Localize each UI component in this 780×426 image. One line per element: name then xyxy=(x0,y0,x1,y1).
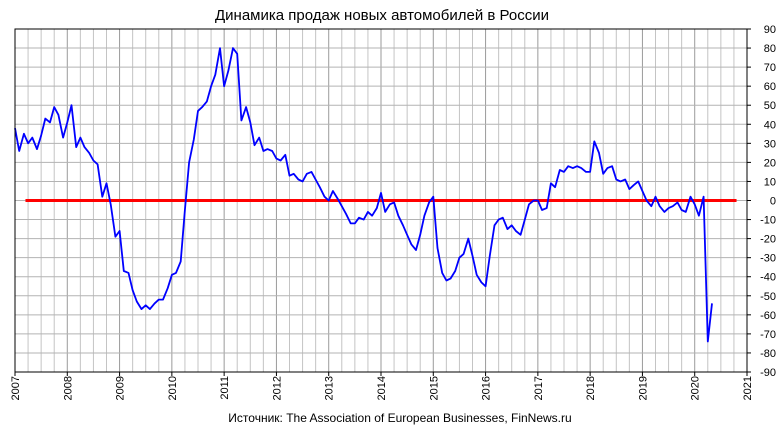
x-tick-label: 2020 xyxy=(690,376,702,400)
y-tick-label: 10 xyxy=(764,176,776,188)
x-tick-label: 2018 xyxy=(585,376,597,400)
x-tick-label: 2015 xyxy=(428,376,440,400)
y-tick-label: -80 xyxy=(760,348,776,360)
x-tick-label: 2008 xyxy=(62,376,74,400)
y-tick-label: -60 xyxy=(760,310,776,322)
series-line xyxy=(14,47,713,343)
y-tick-label: 70 xyxy=(764,62,776,74)
y-tick-label: 40 xyxy=(764,119,776,131)
y-tick-label: 20 xyxy=(764,157,776,169)
y-tick-label: 30 xyxy=(764,138,776,150)
source-note: Источник: The Association of European Bu… xyxy=(228,411,571,425)
y-tick-label: -90 xyxy=(760,367,776,379)
x-tick-label: 2009 xyxy=(115,376,127,400)
x-tick-label: 2017 xyxy=(533,376,545,400)
x-tick-label: 2016 xyxy=(481,376,493,400)
y-tick-label: 60 xyxy=(764,81,776,93)
y-tick-label: -70 xyxy=(760,329,776,341)
y-tick-label: 80 xyxy=(764,43,776,55)
x-tick-label: 2012 xyxy=(271,376,283,400)
x-tick-label: 2019 xyxy=(637,376,649,400)
series-group xyxy=(14,47,713,343)
x-tick-label: 2007 xyxy=(10,376,22,400)
chart-title: Динамика продаж новых автомобилей в Росс… xyxy=(215,7,549,24)
y-tick-label: 0 xyxy=(770,196,776,208)
y-tick-label: 50 xyxy=(764,100,776,112)
y-tick-label: 90 xyxy=(764,24,776,36)
x-tick-label: 2013 xyxy=(324,376,336,400)
x-tick-label: 2011 xyxy=(219,376,231,400)
y-tick-label: -20 xyxy=(760,234,776,246)
y-tick-label: -10 xyxy=(760,215,776,227)
x-tick-label: 2010 xyxy=(167,376,179,400)
y-tick-label: -40 xyxy=(760,272,776,284)
x-axis-ticks: 2007 2008 2009 2010 2011 2012 2013 2014 2015 2016… xyxy=(10,372,754,400)
y-axis-ticks: 90 80 70 60 50 40 30 20 10 0 -10 -20 -30 -40 -50 -60 -70… xyxy=(747,24,776,379)
y-tick-label: -30 xyxy=(760,253,776,265)
y-tick-label: -50 xyxy=(760,291,776,303)
x-tick-label: 2021 xyxy=(742,376,754,400)
x-tick-label: 2014 xyxy=(376,376,388,400)
